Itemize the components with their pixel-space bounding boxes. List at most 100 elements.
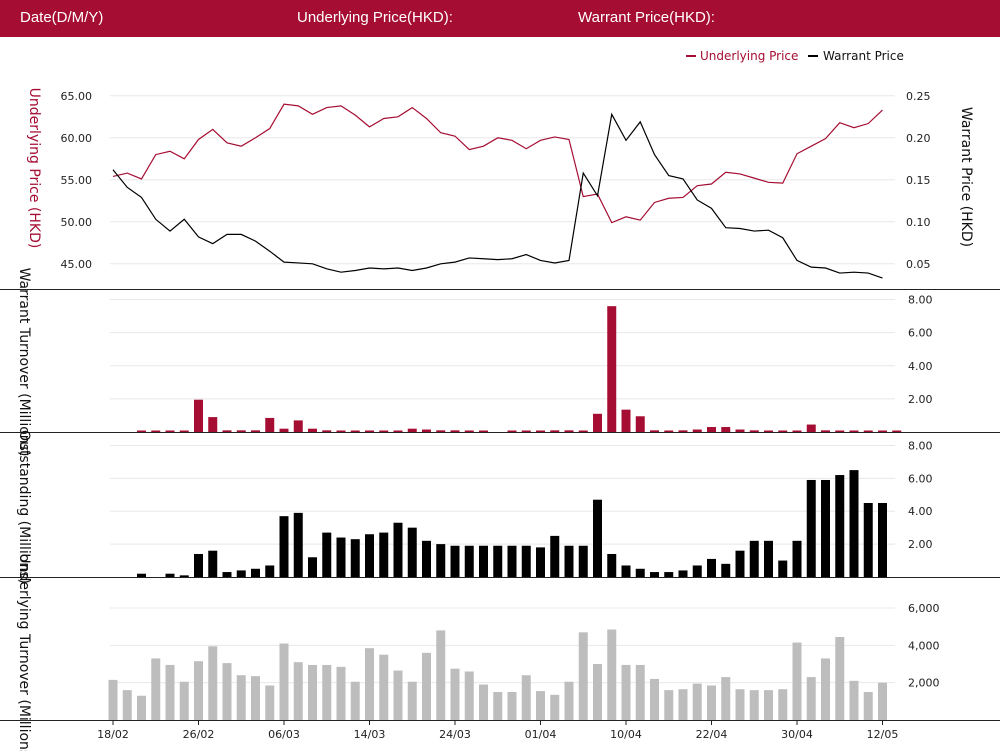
bar xyxy=(208,646,218,720)
bar xyxy=(878,682,887,720)
y-left-tick-label: 60.00 xyxy=(61,132,93,145)
y-tick-label: 2.00 xyxy=(908,393,933,406)
bar xyxy=(379,532,389,577)
bar xyxy=(664,690,674,720)
bar xyxy=(407,428,417,432)
bar xyxy=(650,678,659,720)
bar xyxy=(151,658,161,720)
x-tick-label: 26/02 xyxy=(183,728,215,741)
bar xyxy=(407,681,417,720)
date-label: Date(D/M/Y) xyxy=(20,9,104,26)
bar xyxy=(764,540,773,577)
bar xyxy=(507,545,517,577)
warrant-chart: 65.00 60.00 55.00 50.00 45.00 0.25 0.20 0.15 0.1… xyxy=(0,49,1000,751)
bar xyxy=(308,664,317,720)
bar xyxy=(137,430,146,432)
bar xyxy=(721,563,731,577)
bar xyxy=(835,430,845,432)
bar xyxy=(892,430,902,432)
bar xyxy=(379,430,389,432)
underlying-turnover-panel: 6,000 4,000 2,000 Underlying Turnover (Mill… xyxy=(0,553,1000,751)
y-axis-title: Underlying Turnover (Millions) xyxy=(16,553,32,751)
bar xyxy=(151,430,161,432)
y-left-tick-label: 45.00 xyxy=(61,258,93,271)
bar xyxy=(621,664,631,720)
bar xyxy=(578,545,588,577)
bar xyxy=(365,648,374,720)
bar xyxy=(821,658,830,720)
bar xyxy=(251,568,260,577)
bar xyxy=(165,573,175,577)
x-tick-label: 22/04 xyxy=(696,728,728,741)
bar xyxy=(179,430,189,432)
bar xyxy=(137,695,146,720)
underlying-price-label: Underlying Price(HKD): xyxy=(297,9,453,26)
bar xyxy=(607,553,617,577)
bar xyxy=(165,664,175,720)
bar xyxy=(208,417,218,432)
bar xyxy=(692,565,702,577)
bar xyxy=(493,692,503,720)
bar xyxy=(749,690,759,720)
bar xyxy=(422,429,431,432)
bar xyxy=(365,430,374,432)
bar xyxy=(479,430,488,432)
bar xyxy=(806,677,816,720)
bar xyxy=(179,681,189,720)
warrant-price-label: Warrant Price(HKD): xyxy=(578,9,715,26)
bar xyxy=(707,427,716,432)
y-right-tick-label: 0.25 xyxy=(906,90,931,103)
bar xyxy=(635,664,645,720)
x-tick-label: 24/03 xyxy=(439,728,471,741)
bar xyxy=(564,545,574,577)
bar xyxy=(650,572,659,577)
bar xyxy=(664,572,674,577)
bar xyxy=(464,545,474,577)
bar xyxy=(336,430,346,432)
bar xyxy=(564,681,574,720)
bar xyxy=(493,545,503,577)
y-tick-label: 6,000 xyxy=(908,602,940,615)
bar xyxy=(236,675,246,720)
bar xyxy=(464,671,474,720)
bar xyxy=(350,539,360,577)
bar xyxy=(308,557,317,577)
bar xyxy=(578,430,588,432)
bar xyxy=(521,430,531,432)
bar xyxy=(564,430,574,432)
bar xyxy=(863,692,873,720)
bar xyxy=(393,670,403,720)
warrant-price-line xyxy=(112,112,883,279)
bar xyxy=(208,550,218,577)
bar xyxy=(536,547,545,577)
bar xyxy=(251,430,260,432)
bar xyxy=(593,499,602,577)
bar xyxy=(721,677,731,720)
bar xyxy=(635,416,645,432)
bar xyxy=(222,572,232,577)
legend-underlying-label: Underlying Price xyxy=(700,49,798,63)
bar xyxy=(436,544,446,577)
y-tick-label: 6.00 xyxy=(908,327,933,340)
bar xyxy=(721,427,731,432)
bar xyxy=(835,475,845,577)
bar xyxy=(607,306,617,432)
price-panel: 65.00 60.00 55.00 50.00 45.00 0.25 0.20 0.15 0.1… xyxy=(0,49,1000,290)
bar xyxy=(379,654,389,720)
bar xyxy=(222,663,232,720)
bar xyxy=(735,550,745,577)
bar xyxy=(607,629,617,720)
bar xyxy=(322,430,332,432)
y-right-tick-label: 0.15 xyxy=(906,174,931,187)
bar xyxy=(350,430,360,432)
bar xyxy=(436,630,446,720)
bar xyxy=(635,568,645,577)
bar xyxy=(707,558,716,577)
bar xyxy=(265,565,275,577)
bar xyxy=(821,479,830,577)
bar xyxy=(194,553,203,577)
bar xyxy=(179,575,189,577)
x-tick-label: 14/03 xyxy=(354,728,386,741)
x-tick-label: 30/04 xyxy=(781,728,813,741)
bar xyxy=(849,430,859,432)
